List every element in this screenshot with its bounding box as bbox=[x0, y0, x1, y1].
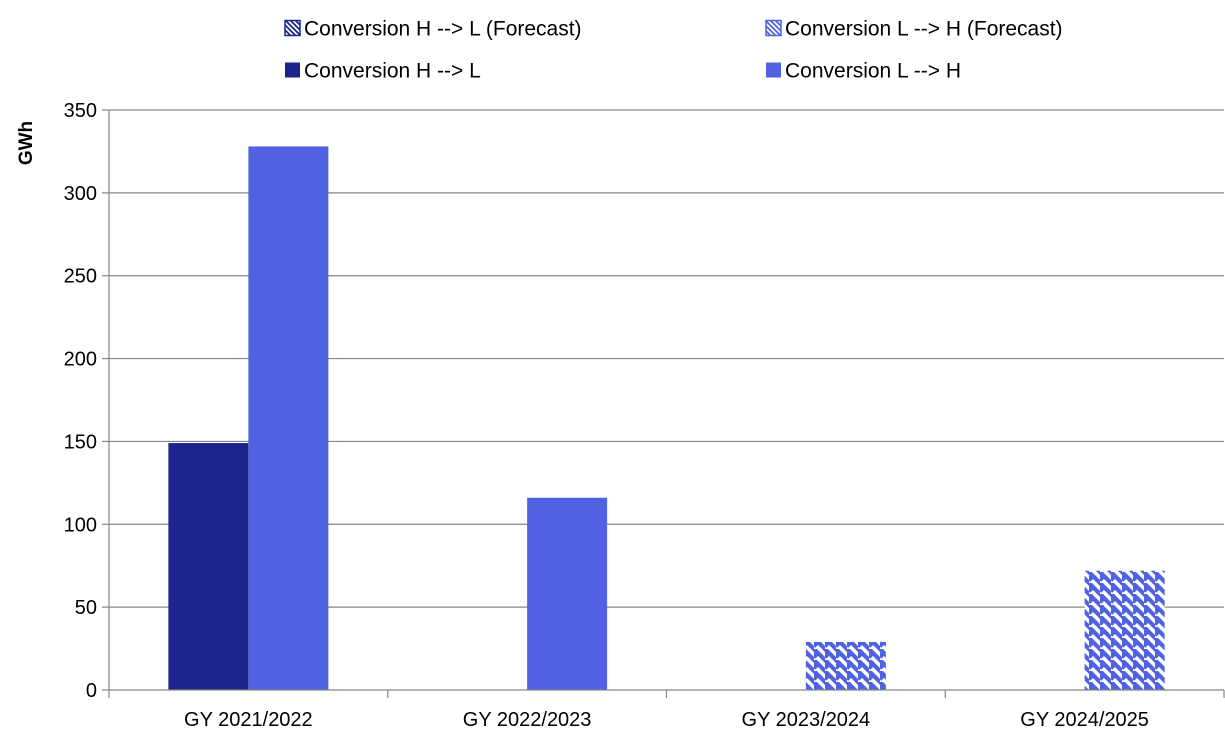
bar-conversion-l-h-gy-2021-2022 bbox=[248, 146, 329, 690]
legend: Conversion H --> L (Forecast) Conversion … bbox=[284, 18, 1063, 83]
y-tick-label-50: 50 bbox=[75, 597, 97, 619]
legend-label-conversion-l-h: Conversion L --> H bbox=[785, 60, 961, 83]
bar-conversion-l-h-forecast-gy-2024-2025 bbox=[1084, 570, 1165, 690]
bar-conversion-h-l-gy-2021-2022 bbox=[168, 443, 249, 690]
y-tick-label-250: 250 bbox=[64, 266, 97, 288]
y-tick-label-150: 150 bbox=[64, 431, 97, 453]
x-tick-label-gy-2021-2022: GY 2021/2022 bbox=[184, 709, 313, 731]
y-tick-label-300: 300 bbox=[64, 183, 97, 205]
legend-marker-conversion-l-h-forecast bbox=[765, 19, 782, 37]
y-tick-label-200: 200 bbox=[64, 349, 97, 371]
y-tick-label-100: 100 bbox=[64, 514, 97, 536]
legend-label-conversion-l-h-forecast: Conversion L --> H (Forecast) bbox=[785, 18, 1063, 41]
y-axis-title: GWh bbox=[16, 121, 37, 165]
axes: 0 50 100 150 200 250 300 350 GWh GY 2021/2022 GY 2… bbox=[16, 100, 1225, 731]
legend-label-conversion-h-l: Conversion H --> L bbox=[304, 60, 481, 83]
legend-marker-conversion-h-l-forecast bbox=[284, 19, 301, 37]
bar-conversion-l-h-forecast-gy-2023-2024 bbox=[805, 641, 886, 690]
y-tick-label-350: 350 bbox=[64, 100, 97, 122]
bar-conversion-l-h-gy-2022-2023 bbox=[527, 497, 608, 690]
x-tick-label-gy-2024-2025: GY 2024/2025 bbox=[1020, 709, 1149, 731]
x-tick-label-gy-2022-2023: GY 2022/2023 bbox=[463, 709, 592, 731]
legend-marker-conversion-h-l bbox=[285, 62, 300, 78]
legend-marker-conversion-l-h bbox=[766, 62, 781, 78]
y-tick-label-0: 0 bbox=[86, 680, 97, 702]
bars bbox=[168, 146, 1165, 690]
legend-label-conversion-h-l-forecast: Conversion H --> L (Forecast) bbox=[304, 18, 582, 41]
x-tick-label-gy-2023-2024: GY 2023/2024 bbox=[742, 709, 871, 731]
